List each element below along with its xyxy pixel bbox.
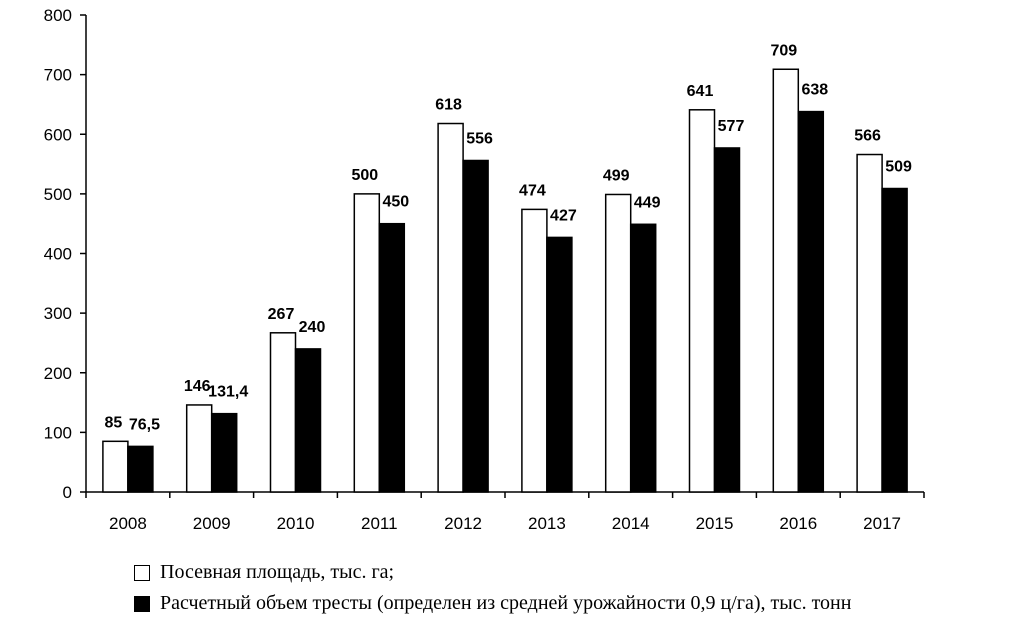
bar-sown-area [772, 68, 800, 493]
y-tick-label: 500 [44, 185, 72, 204]
bar-tow-volume [797, 110, 825, 493]
x-tick-label: 2017 [863, 514, 901, 533]
x-tick-label: 2012 [444, 514, 482, 533]
y-tick-label: 0 [63, 483, 72, 502]
bar-sown-area [185, 404, 213, 493]
data-label-tow-volume: 240 [299, 319, 326, 336]
bar-sown-area [102, 440, 129, 493]
y-tick-label: 200 [44, 364, 72, 383]
bar-tow-volume [546, 236, 573, 493]
data-label-sown-area: 146 [184, 378, 211, 395]
legend-label-tow-volume: Расчетный объем тресты (определен из сре… [160, 592, 852, 614]
y-tick-label: 600 [44, 125, 72, 144]
data-label-tow-volume: 427 [550, 207, 577, 224]
bar-sown-area [437, 122, 464, 493]
data-label-sown-area: 499 [603, 167, 630, 184]
data-label-sown-area: 474 [519, 182, 546, 199]
data-label-sown-area: 500 [351, 167, 378, 184]
data-label-sown-area: 566 [854, 128, 881, 145]
y-tick-label: 700 [44, 66, 72, 85]
legend-label-sown-area: Посевная площадь, тыс. га; [160, 561, 395, 583]
bar-sown-area [521, 208, 548, 493]
y-tick-label: 300 [44, 304, 72, 323]
bar-tow-volume [127, 445, 154, 493]
data-label-tow-volume: 577 [718, 118, 745, 135]
bar-sown-area [353, 193, 381, 493]
bar-tow-volume [713, 147, 741, 493]
bars-layer [102, 68, 908, 493]
y-tick-label: 800 [44, 6, 72, 25]
data-label-tow-volume: 131,4 [208, 384, 248, 401]
x-tick-label: 2014 [612, 514, 650, 533]
x-tick-label: 2011 [361, 514, 398, 533]
bar-sown-area [688, 109, 716, 493]
bar-tow-volume [462, 159, 489, 493]
bar-tow-volume [294, 348, 322, 493]
data-label-sown-area: 641 [687, 83, 714, 100]
data-label-sown-area: 267 [268, 306, 295, 323]
bar-tow-volume [210, 412, 238, 493]
x-tick-label: 2008 [109, 514, 147, 533]
x-tick-label: 2009 [193, 514, 231, 533]
legend-item-tow-volume: Расчетный объем тресты (определен из сре… [134, 592, 851, 615]
data-label-sown-area: 618 [435, 97, 462, 114]
y-axis: 0 100 200 300 400 500 600 700 800 [44, 6, 87, 502]
data-label-tow-volume: 509 [885, 159, 912, 176]
data-label-tow-volume: 449 [634, 194, 661, 211]
y-tick-label: 100 [44, 423, 72, 442]
x-tick-label: 2013 [528, 514, 566, 533]
data-label-tow-volume: 450 [382, 194, 409, 211]
data-label-tow-volume: 638 [801, 82, 828, 99]
bar-sown-area [604, 193, 632, 493]
legend-swatch-white [134, 564, 150, 581]
data-label-sown-area: 85 [105, 414, 123, 431]
x-tick-label: 2010 [277, 514, 315, 533]
data-label-sown-area: 709 [770, 42, 797, 59]
bar-sown-area [269, 332, 297, 493]
data-label-tow-volume: 76,5 [129, 416, 160, 433]
data-label-tow-volume: 556 [466, 130, 493, 147]
bar-tow-volume [378, 222, 406, 493]
x-axis: 2008 2009 2010 2011 2012 2013 2014 2015 2016 2017 [85, 491, 925, 533]
bar-sown-area [856, 153, 883, 493]
bar-tow-volume [629, 223, 657, 493]
legend-swatch-black [134, 595, 150, 612]
x-tick-label: 2016 [779, 514, 817, 533]
y-tick-label: 400 [44, 245, 72, 264]
x-tick-label: 2015 [696, 514, 734, 533]
legend-item-sown-area: Посевная площадь, тыс. га; [134, 561, 394, 584]
bar-tow-volume [881, 187, 908, 493]
